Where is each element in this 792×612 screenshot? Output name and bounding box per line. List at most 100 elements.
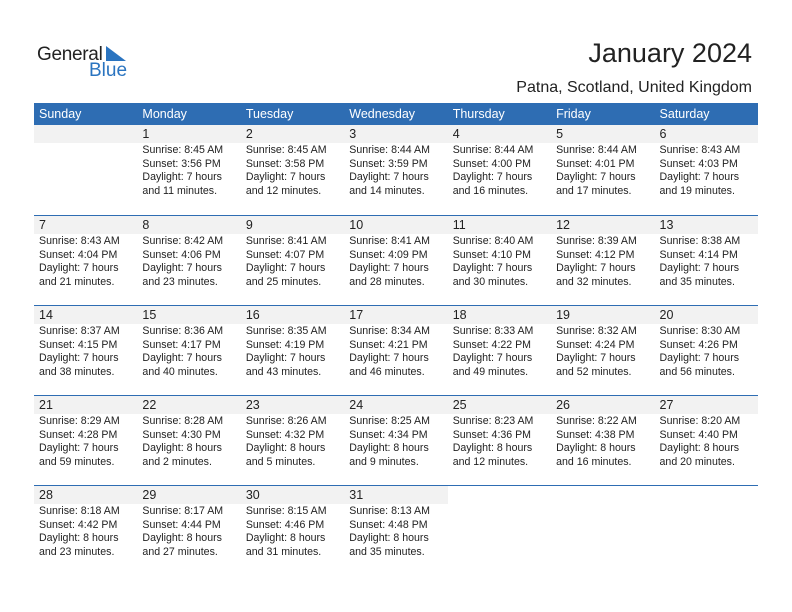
sunrise-text: Sunrise: 8:30 AM bbox=[659, 325, 741, 337]
sunrise-text: Sunrise: 8:22 AM bbox=[556, 415, 637, 427]
sun-info: Sunrise: 8:33 AM Sunset: 4:22 PM Daylight:… bbox=[448, 324, 551, 379]
day-number: 18 bbox=[447, 306, 552, 324]
day-cell: 19 Sunrise: 8:32 AM Sunset: 4:24 PM Dayligh… bbox=[551, 306, 655, 395]
sun-info: Sunrise: 8:41 AM Sunset: 4:07 PM Daylight:… bbox=[241, 234, 344, 289]
weekday-header: Sunday Monday Tuesday Wednesday Thursday Frid… bbox=[34, 103, 758, 125]
day-cell: 27 Sunrise: 8:20 AM Sunset: 4:40 PM Dayligh… bbox=[654, 396, 758, 485]
day-number: 28 bbox=[34, 486, 138, 504]
sun-info: Sunrise: 8:44 AM Sunset: 3:59 PM Daylight:… bbox=[344, 143, 447, 198]
sunset-text: Sunset: 4:24 PM bbox=[556, 338, 635, 351]
sun-info: Sunrise: 8:32 AM Sunset: 4:24 PM Daylight:… bbox=[551, 324, 654, 379]
sunset-text: Sunset: 3:56 PM bbox=[142, 157, 221, 170]
day-number: 5 bbox=[551, 125, 655, 143]
daylight1-text: Daylight: 7 hours bbox=[142, 352, 222, 365]
sun-info: Sunrise: 8:45 AM Sunset: 3:58 PM Daylight:… bbox=[241, 143, 344, 198]
sunrise-text: Sunrise: 8:34 AM bbox=[349, 325, 430, 337]
daylight2-text: and 35 minutes. bbox=[659, 275, 735, 288]
daylight2-text: and 27 minutes. bbox=[142, 545, 218, 558]
daylight1-text: Daylight: 7 hours bbox=[245, 171, 326, 184]
sunset-text: Sunset: 4:09 PM bbox=[349, 248, 428, 261]
sunset-text: Sunset: 4:22 PM bbox=[452, 338, 532, 351]
sun-info: Sunrise: 8:15 AM Sunset: 4:46 PM Daylight:… bbox=[241, 504, 344, 559]
sunset-text: Sunset: 4:48 PM bbox=[349, 518, 428, 531]
daylight2-text: and 11 minutes. bbox=[142, 184, 218, 197]
daylight2-text: and 59 minutes. bbox=[39, 455, 115, 468]
sun-info: Sunrise: 8:29 AM Sunset: 4:28 PM Daylight:… bbox=[34, 414, 137, 469]
sunrise-text: Sunrise: 8:17 AM bbox=[142, 505, 224, 517]
daylight1-text: Daylight: 8 hours bbox=[245, 442, 326, 455]
sunset-text: Sunset: 4:32 PM bbox=[245, 428, 325, 441]
sunrise-text: Sunrise: 8:45 AM bbox=[142, 144, 224, 156]
day-number: 4 bbox=[447, 125, 552, 143]
daylight1-text: Daylight: 7 hours bbox=[659, 262, 740, 275]
sun-info: Sunrise: 8:17 AM Sunset: 4:44 PM Daylight:… bbox=[137, 504, 240, 559]
empty-cell bbox=[34, 125, 138, 215]
day-number: 24 bbox=[344, 396, 448, 414]
daylight1-text: Daylight: 7 hours bbox=[39, 352, 119, 365]
day-number: 27 bbox=[654, 396, 758, 414]
sun-info: Sunrise: 8:44 AM Sunset: 4:01 PM Daylight:… bbox=[551, 143, 654, 198]
empty-cell bbox=[655, 486, 758, 575]
daylight2-text: and 56 minutes. bbox=[659, 365, 735, 378]
sunrise-text: Sunrise: 8:36 AM bbox=[142, 325, 224, 337]
sunset-text: Sunset: 4:30 PM bbox=[142, 428, 221, 441]
calendar: Sunday Monday Tuesday Wednesday Thursday Frid… bbox=[34, 103, 758, 575]
day-cell: 3 Sunrise: 8:44 AM Sunset: 3:59 PM Daylight… bbox=[344, 125, 448, 215]
daylight1-text: Daylight: 7 hours bbox=[349, 262, 429, 275]
daylight1-text: Daylight: 7 hours bbox=[39, 262, 119, 275]
sunrise-text: Sunrise: 8:13 AM bbox=[349, 505, 430, 517]
sunrise-text: Sunrise: 8:44 AM bbox=[556, 144, 637, 156]
daylight2-text: and 2 minutes. bbox=[142, 455, 212, 468]
weekday-friday: Friday bbox=[556, 107, 591, 121]
day-cell: 31 Sunrise: 8:13 AM Sunset: 4:48 PM Dayligh… bbox=[344, 486, 448, 575]
logo-text-general: General bbox=[37, 44, 103, 65]
sunset-text: Sunset: 4:38 PM bbox=[556, 428, 635, 441]
sunrise-text: Sunrise: 8:33 AM bbox=[452, 325, 534, 337]
sunset-text: Sunset: 4:00 PM bbox=[452, 157, 532, 170]
daylight2-text: and 30 minutes. bbox=[452, 275, 529, 288]
daylight2-text: and 20 minutes. bbox=[659, 455, 735, 468]
sunrise-text: Sunrise: 8:43 AM bbox=[39, 235, 120, 247]
day-number: 10 bbox=[344, 216, 448, 234]
sunrise-text: Sunrise: 8:32 AM bbox=[556, 325, 637, 337]
day-number: 22 bbox=[137, 396, 241, 414]
sun-info: Sunrise: 8:34 AM Sunset: 4:21 PM Daylight:… bbox=[344, 324, 447, 379]
day-number: 15 bbox=[137, 306, 241, 324]
day-cell: 11 Sunrise: 8:40 AM Sunset: 4:10 PM Dayligh… bbox=[447, 216, 552, 305]
weekday-wednesday: Wednesday bbox=[349, 107, 416, 121]
daylight1-text: Daylight: 7 hours bbox=[452, 171, 533, 184]
daylight1-text: Daylight: 7 hours bbox=[659, 171, 740, 184]
daylight2-text: and 19 minutes. bbox=[659, 184, 735, 197]
day-number: 25 bbox=[447, 396, 552, 414]
daylight1-text: Daylight: 7 hours bbox=[659, 352, 740, 365]
day-cell: 26 Sunrise: 8:22 AM Sunset: 4:38 PM Dayligh… bbox=[551, 396, 655, 485]
sun-info: Sunrise: 8:43 AM Sunset: 4:04 PM Daylight:… bbox=[34, 234, 137, 289]
sunrise-text: Sunrise: 8:29 AM bbox=[39, 415, 120, 427]
day-cell: 12 Sunrise: 8:39 AM Sunset: 4:12 PM Dayligh… bbox=[551, 216, 655, 305]
daylight1-text: Daylight: 7 hours bbox=[452, 262, 533, 275]
day-number: 12 bbox=[551, 216, 655, 234]
day-number: 21 bbox=[34, 396, 138, 414]
sun-info: Sunrise: 8:36 AM Sunset: 4:17 PM Daylight:… bbox=[137, 324, 240, 379]
daylight1-text: Daylight: 8 hours bbox=[349, 442, 429, 455]
day-number: 29 bbox=[137, 486, 241, 504]
daylight1-text: Daylight: 7 hours bbox=[245, 352, 326, 365]
sunset-text: Sunset: 4:40 PM bbox=[659, 428, 738, 441]
daylight2-text: and 38 minutes. bbox=[39, 365, 115, 378]
week-row: 28 Sunrise: 8:18 AM Sunset: 4:42 PM Dayligh… bbox=[34, 485, 758, 575]
daylight1-text: Daylight: 8 hours bbox=[142, 442, 222, 455]
daylight2-text: and 5 minutes. bbox=[245, 455, 316, 468]
sunset-text: Sunset: 4:19 PM bbox=[245, 338, 325, 351]
sunrise-text: Sunrise: 8:20 AM bbox=[659, 415, 741, 427]
sunset-text: Sunset: 4:17 PM bbox=[142, 338, 221, 351]
day-number: 3 bbox=[344, 125, 448, 143]
daylight1-text: Daylight: 7 hours bbox=[245, 262, 326, 275]
day-number: 16 bbox=[240, 306, 345, 324]
sun-info: Sunrise: 8:35 AM Sunset: 4:19 PM Daylight:… bbox=[241, 324, 344, 379]
sun-info: Sunrise: 8:30 AM Sunset: 4:26 PM Daylight:… bbox=[655, 324, 758, 379]
sunset-text: Sunset: 4:01 PM bbox=[556, 157, 635, 170]
day-number: 11 bbox=[447, 216, 552, 234]
sunset-text: Sunset: 4:26 PM bbox=[659, 338, 738, 351]
daylight2-text: and 52 minutes. bbox=[556, 365, 632, 378]
sunset-text: Sunset: 4:12 PM bbox=[556, 248, 635, 261]
